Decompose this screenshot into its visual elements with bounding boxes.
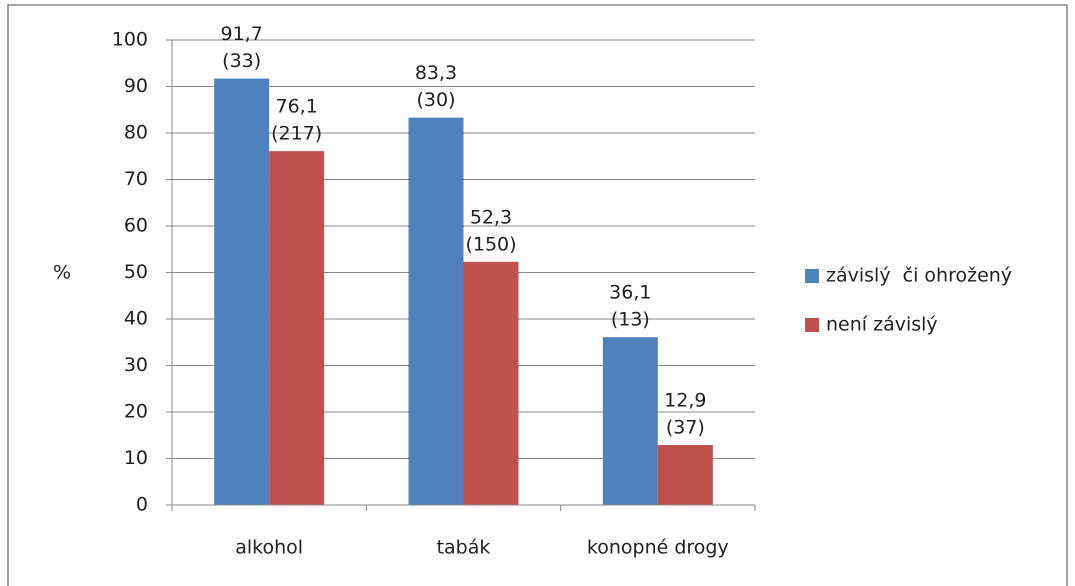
y-tick-label: 10 — [124, 447, 148, 469]
count-label: (13) — [611, 309, 650, 331]
y-tick-label: 30 — [124, 354, 148, 376]
y-tick-label: 0 — [136, 494, 148, 516]
data-label: 12,9 — [664, 390, 706, 412]
y-tick-label: 60 — [124, 215, 148, 237]
count-label: (37) — [666, 417, 705, 439]
y-tick-label: 40 — [124, 308, 148, 330]
y-tick-label: 20 — [124, 401, 148, 423]
count-label: (30) — [416, 89, 455, 111]
legend-swatch — [805, 318, 819, 332]
y-tick-label: 50 — [124, 261, 148, 283]
count-label: (217) — [271, 123, 322, 145]
count-label: (33) — [222, 50, 261, 72]
count-label: (150) — [465, 233, 516, 255]
y-tick-label: 70 — [124, 168, 148, 190]
bar — [214, 78, 270, 505]
data-label: 83,3 — [415, 62, 457, 84]
data-label: 91,7 — [221, 23, 263, 45]
bar — [463, 261, 519, 505]
legend-swatch — [805, 269, 819, 283]
x-tick-label: tabák — [437, 537, 491, 559]
y-tick-label: 80 — [124, 122, 148, 144]
chart-frame — [7, 4, 1068, 586]
bar — [602, 337, 658, 505]
legend-label: není závislý — [826, 314, 938, 336]
bar — [269, 151, 325, 505]
legend-label: závislý či ohrožený — [826, 265, 1012, 287]
y-tick-label: 100 — [112, 29, 148, 51]
data-label: 36,1 — [609, 282, 651, 304]
y-axis-label: % — [53, 262, 71, 284]
bar — [657, 445, 713, 505]
x-tick-label: alkohol — [235, 537, 303, 559]
data-label: 76,1 — [276, 96, 318, 118]
data-label: 52,3 — [470, 206, 512, 228]
y-tick-label: 90 — [124, 75, 148, 97]
bar — [408, 117, 464, 505]
x-tick-label: konopné drogy — [587, 537, 729, 559]
